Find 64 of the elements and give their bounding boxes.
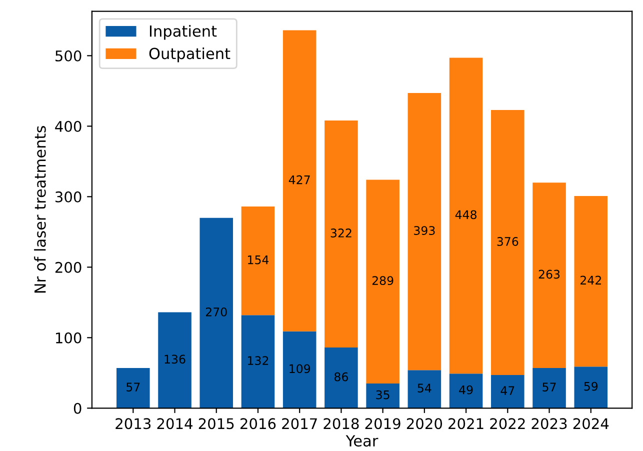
data-label: 86 (334, 372, 348, 382)
data-label: 322 (330, 228, 352, 238)
data-label: 49 (459, 385, 473, 394)
data-label: 54 (418, 384, 432, 393)
data-label: 59 (584, 382, 598, 391)
data-label: 242 (580, 276, 601, 285)
x-tick-label: 2023 (532, 418, 567, 430)
data-label: 57 (542, 382, 556, 392)
data-label: 154 (248, 255, 269, 264)
y-tick-label: 300 (56, 191, 82, 202)
data-label: 270 (206, 307, 227, 316)
bar (408, 370, 442, 408)
x-tick-label: 2015 (198, 418, 234, 430)
data-label: 376 (497, 236, 518, 246)
data-label: 448 (455, 210, 476, 220)
y-axis-title: Nr of laser treatments (34, 126, 46, 293)
bar (532, 368, 566, 408)
y-tick-label: 200 (55, 262, 82, 273)
y-tick-label: 100 (56, 332, 82, 344)
x-tick-label: 2013 (116, 418, 151, 430)
x-tick-label: 2019 (365, 418, 400, 430)
bar (324, 348, 358, 408)
x-tick-label: 2021 (448, 418, 484, 430)
bar (532, 182, 566, 368)
bar (491, 375, 524, 408)
bar (491, 110, 524, 376)
data-label: 136 (164, 354, 186, 364)
bar (366, 383, 400, 408)
data-label: 35 (376, 390, 390, 400)
bar (241, 206, 275, 316)
y-tick-label: 500 (56, 50, 82, 62)
data-label: 47 (500, 386, 514, 395)
bar (324, 120, 358, 348)
data-label: 132 (248, 356, 268, 366)
bar (449, 58, 483, 374)
data-label: 263 (538, 270, 560, 279)
bar (282, 30, 316, 332)
bar (574, 366, 608, 408)
bar (282, 331, 316, 408)
y-tick-label: 0 (74, 402, 82, 414)
x-tick-label: 2020 (406, 418, 442, 430)
data-label: 109 (290, 364, 310, 374)
x-tick-label: 2017 (282, 418, 317, 430)
x-tick-label: 2024 (573, 418, 609, 430)
data-label: 427 (288, 175, 310, 184)
y-tick-label: 400 (55, 120, 82, 132)
bar (408, 93, 442, 370)
x-axis-title: Year (346, 435, 378, 447)
legend-label: Outpatient (149, 47, 230, 62)
x-tick-label: 2014 (157, 418, 192, 430)
x-tick-label: 2018 (324, 418, 359, 430)
x-tick-label: 2016 (240, 418, 276, 430)
bar (574, 196, 608, 367)
bar (241, 315, 275, 408)
bar (449, 374, 483, 408)
bar (366, 180, 400, 384)
bar (158, 312, 192, 408)
legend-label: Inpatient (150, 25, 217, 40)
data-label: 289 (372, 276, 394, 286)
bar (116, 368, 150, 408)
x-tick-label: 2022 (490, 418, 525, 430)
data-label: 57 (126, 382, 140, 392)
data-label: 393 (414, 226, 435, 235)
bar (200, 218, 234, 408)
